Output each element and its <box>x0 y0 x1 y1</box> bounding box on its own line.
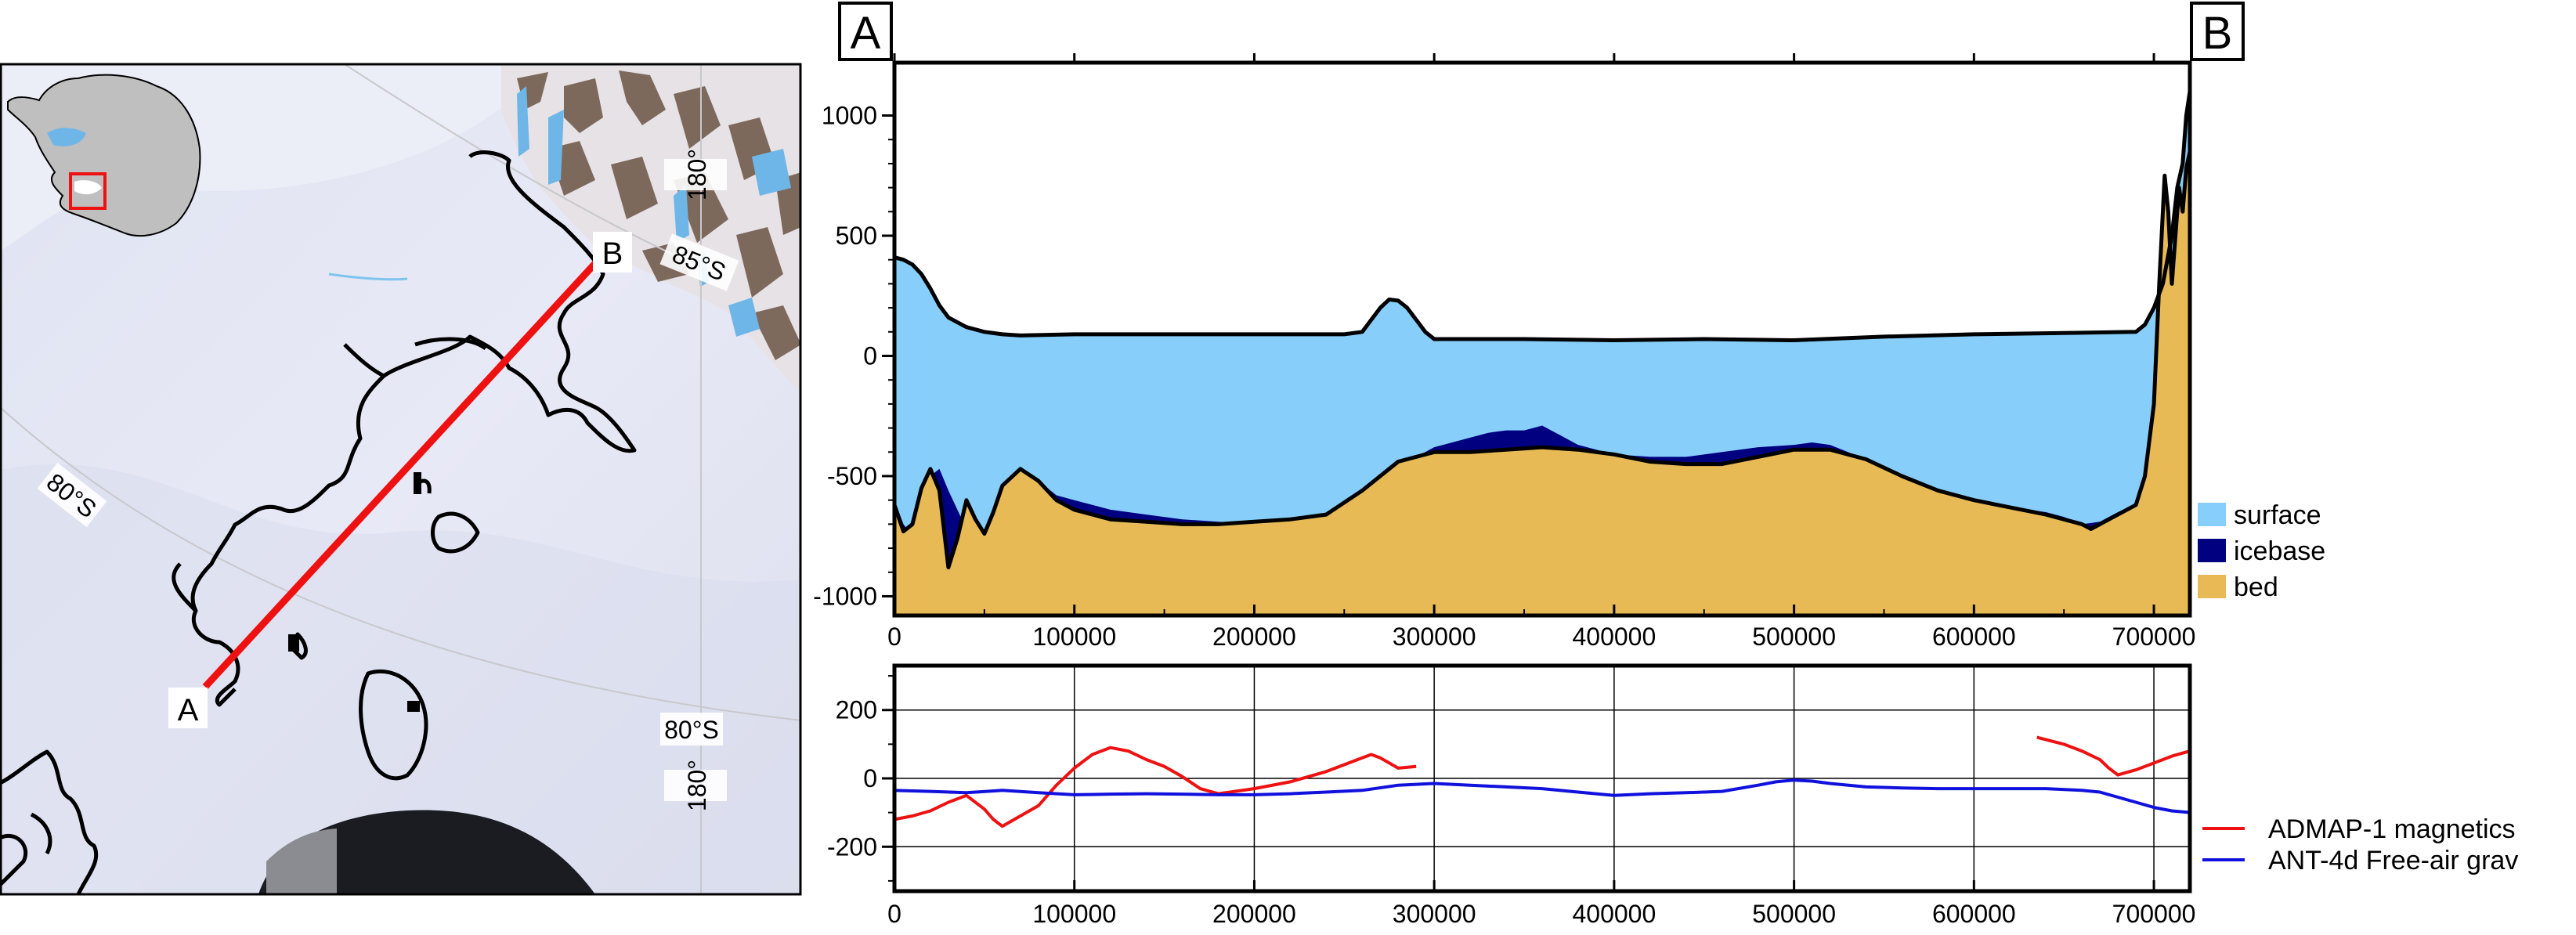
series-line-ADMAP-1 magnetics <box>2036 735 2190 777</box>
cross-section-frame <box>892 60 2192 618</box>
x-tick-label: 400000 <box>1572 623 1656 651</box>
end-label-b: B <box>2190 2 2245 61</box>
ocean <box>258 810 595 894</box>
x-tick-label: 300000 <box>1393 900 1476 928</box>
graticule-label: 180° <box>664 149 727 200</box>
legend-swatch-icebase <box>2198 539 2226 562</box>
inset-location-box <box>69 172 107 210</box>
y-tick-label: -500 <box>827 462 877 490</box>
island-outline <box>288 472 421 712</box>
y-tick-label: 1000 <box>822 102 877 130</box>
x-tick-label: 600000 <box>1932 900 2016 928</box>
area-bed <box>894 151 2190 616</box>
antarctica-inset <box>7 74 201 237</box>
x-tick-label: 600000 <box>1932 623 2016 651</box>
inset-ice-shelf <box>47 128 86 146</box>
legend-label-icebase: icebase <box>2234 536 2325 566</box>
graticule-parallel-85s <box>344 64 682 259</box>
y-tick-label: 200 <box>836 696 877 724</box>
legend-label-bed: bed <box>2234 572 2278 602</box>
outline-bed <box>894 151 2190 570</box>
x-tick-label: 700000 <box>2112 900 2196 928</box>
x-tick-label: 200000 <box>1212 623 1296 651</box>
svg-text:180°: 180° <box>683 760 711 811</box>
map-frame <box>0 63 802 896</box>
series-line-ADMAP-1 magnetics <box>894 745 1417 829</box>
x-tick-label: 400000 <box>1572 900 1656 928</box>
svg-text:180°: 180° <box>683 149 711 200</box>
sea-ice <box>266 829 337 894</box>
ice-texture <box>0 464 801 894</box>
svg-text:B: B <box>2202 8 2233 59</box>
geophysics-frame <box>892 663 2192 893</box>
y-tick-label: 0 <box>863 764 877 792</box>
x-tick-label: 100000 <box>1032 900 1116 928</box>
svg-text:A: A <box>851 8 881 59</box>
x-tick-label: 0 <box>887 900 901 928</box>
cross-section-panel: 0 100000 200000 300000 400000 500000 600000 700… <box>813 2 2325 651</box>
end-label-a: A <box>838 2 893 61</box>
blue-ice-patches <box>517 86 791 337</box>
x-tick-label: 500000 <box>1752 623 1836 651</box>
outline-surface <box>894 91 2190 342</box>
grounding-line <box>0 150 637 894</box>
legend-label: ANT-4d Free-air grav <box>2268 846 2518 875</box>
x-tick-label: 100000 <box>1032 623 1116 651</box>
map-panel: A B 180° 85°S 80°S 80°S 180° <box>0 64 801 894</box>
graticule-label: 80°S <box>660 713 723 745</box>
graticule-label: 180° <box>664 760 727 811</box>
x-tick-label: 200000 <box>1212 900 1296 928</box>
geophysics-panel: 0 100000 200000 300000 400000 500000 600000 700… <box>827 663 2518 928</box>
inset-antarctica-land <box>7 74 201 237</box>
graticule-parallel-80s <box>0 406 801 721</box>
legend-label: ADMAP-1 magnetics <box>2268 814 2516 844</box>
cross-section-legend: surface icebase bed <box>2198 500 2325 602</box>
x-tick-label: 700000 <box>2112 623 2196 651</box>
point-b-marker: B <box>593 232 632 273</box>
y-tick-label: -1000 <box>813 582 877 610</box>
y-tick-label: -200 <box>827 832 877 861</box>
x-tick-label: 0 <box>887 623 901 651</box>
point-b-label: B <box>602 236 623 271</box>
blue-ice-streak <box>328 273 408 281</box>
series-line-ANT-4d Free-air grav <box>894 778 2190 814</box>
legend-label-surface: surface <box>2234 500 2321 530</box>
svg-text:80°S: 80°S <box>664 716 719 744</box>
graticule-label: 85°S <box>659 233 739 291</box>
legend-swatch-bed <box>2198 575 2226 598</box>
profile-line <box>202 258 600 690</box>
inset-ice-shelf <box>74 180 102 195</box>
point-a-marker: A <box>168 688 208 728</box>
point-a-label: A <box>178 693 199 727</box>
y-tick-label: 500 <box>836 222 877 250</box>
y-tick-label: 0 <box>863 341 877 370</box>
x-tick-label: 300000 <box>1393 623 1476 651</box>
legend-swatch-surface <box>2198 503 2226 526</box>
x-tick-label: 500000 <box>1752 900 1836 928</box>
